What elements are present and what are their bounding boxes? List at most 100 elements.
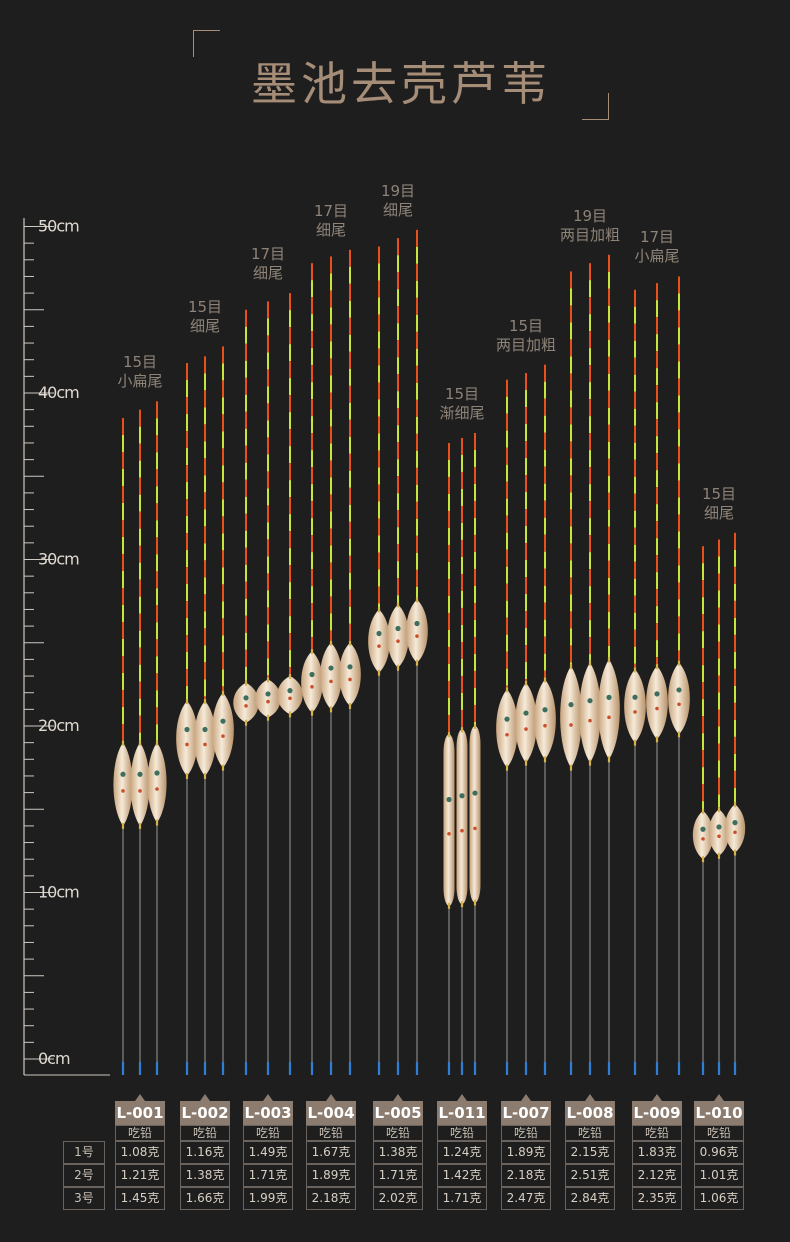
float-item — [496, 379, 518, 1075]
float-decoration — [633, 710, 637, 714]
weight-cell: 1.89克 — [306, 1164, 356, 1187]
float-decoration — [155, 787, 159, 791]
spec-label: 19目 细尾 — [381, 182, 415, 220]
lead-weight-header: 吃铅 — [180, 1125, 230, 1141]
float-decoration — [266, 699, 270, 704]
float-decoration — [287, 688, 293, 694]
title-corner-top-left — [193, 30, 220, 57]
model-code: L-008 — [566, 1104, 614, 1122]
float-body — [301, 651, 323, 713]
ruler-label: 0cm — [38, 1049, 70, 1068]
spec-mesh: 17目 — [250, 245, 286, 264]
float-decoration — [203, 742, 207, 747]
weight-cell: 1.21克 — [115, 1164, 165, 1187]
float-decoration — [655, 706, 659, 711]
tag-pointer — [326, 1094, 336, 1101]
weight-cell: 1.08克 — [115, 1141, 165, 1164]
spec-tail: 两目加粗 — [495, 335, 557, 354]
float-item — [233, 309, 259, 1075]
float-item — [194, 356, 216, 1075]
float-group-l-009 — [624, 276, 690, 1075]
model-code-tag: L-004 — [306, 1094, 356, 1125]
float-body — [646, 666, 668, 740]
float-decoration — [676, 687, 682, 693]
float-decoration — [632, 694, 638, 700]
size-row-label: 1号 — [63, 1141, 105, 1164]
weight-cell: 1.66克 — [180, 1187, 230, 1210]
float-decoration — [505, 732, 509, 737]
float-decoration — [472, 790, 478, 796]
title-corner-bottom-right — [582, 93, 609, 120]
float-body — [534, 679, 556, 760]
float-decoration — [310, 685, 314, 689]
float-item — [469, 432, 481, 1075]
float-decoration — [395, 625, 401, 632]
float-item — [515, 373, 537, 1075]
float-body — [255, 679, 281, 718]
model-code: L-007 — [502, 1104, 550, 1122]
float-item — [320, 256, 342, 1075]
float-group-l-007 — [496, 364, 556, 1075]
model-code: L-010 — [695, 1104, 743, 1122]
float-decoration — [700, 826, 706, 832]
model-code: L-011 — [438, 1104, 486, 1122]
spec-label: 15目 细尾 — [188, 298, 222, 336]
spec-label: 19目 两目加粗 — [560, 207, 620, 245]
model-code: L-001 — [116, 1104, 164, 1122]
float-decoration — [415, 634, 419, 638]
weight-cell: 1.99克 — [243, 1187, 293, 1210]
spec-mesh: 15目 — [122, 353, 158, 372]
lead-weight-header: 吃铅 — [306, 1125, 356, 1141]
float-decoration — [733, 830, 737, 835]
float-decoration — [542, 707, 548, 713]
float-item — [176, 363, 198, 1075]
float-item — [579, 263, 601, 1075]
spec-tail: 小扁尾 — [117, 372, 163, 391]
tag-pointer — [585, 1094, 595, 1101]
float-decoration — [244, 704, 248, 708]
spec-tail: 小扁尾 — [634, 247, 680, 266]
title-frame: 墨池去壳芦苇 — [193, 30, 609, 120]
float-decoration — [396, 639, 400, 643]
lead-weight-header: 吃铅 — [115, 1125, 165, 1141]
float-decoration — [414, 620, 420, 627]
spec-label: 15目 细尾 — [702, 485, 736, 523]
float-decoration — [329, 679, 333, 684]
float-body — [147, 742, 167, 823]
float-decoration — [568, 702, 574, 708]
weight-cell: 1.67克 — [306, 1141, 356, 1164]
float-item — [339, 249, 361, 1075]
spec-label: 15目 两目加粗 — [496, 317, 556, 355]
model-code: L-009 — [633, 1104, 681, 1122]
float-decoration — [202, 726, 208, 733]
model-code-tag: L-007 — [501, 1094, 551, 1125]
model-code-tag: L-008 — [565, 1094, 615, 1125]
tag-pointer — [714, 1094, 724, 1101]
float-body — [496, 689, 518, 768]
weight-cell: 2.15克 — [565, 1141, 615, 1164]
lead-weight-header: 吃铅 — [565, 1125, 615, 1141]
float-body — [515, 682, 537, 763]
weight-cell: 1.24克 — [437, 1141, 487, 1164]
float-decoration — [459, 793, 465, 799]
spec-mesh: 17目 — [313, 201, 349, 220]
float-decoration — [524, 727, 528, 731]
float-decoration — [121, 789, 125, 793]
float-item — [368, 246, 390, 1075]
float-body — [339, 642, 361, 707]
weight-cell: 1.16克 — [180, 1141, 230, 1164]
spec-tail: 细尾 — [189, 317, 220, 336]
model-code-tag: L-009 — [632, 1094, 682, 1125]
float-decoration — [447, 831, 451, 836]
model-code-tag: L-010 — [694, 1094, 744, 1125]
float-decoration — [569, 723, 573, 727]
model-code-tag: L-011 — [437, 1094, 487, 1125]
spec-tail: 细尾 — [703, 503, 734, 522]
float-decoration — [701, 837, 705, 841]
weight-cell: 2.18克 — [306, 1187, 356, 1210]
spec-mesh: 19目 — [572, 206, 608, 225]
float-body — [692, 810, 714, 860]
ruler-label: 10cm — [38, 883, 79, 902]
